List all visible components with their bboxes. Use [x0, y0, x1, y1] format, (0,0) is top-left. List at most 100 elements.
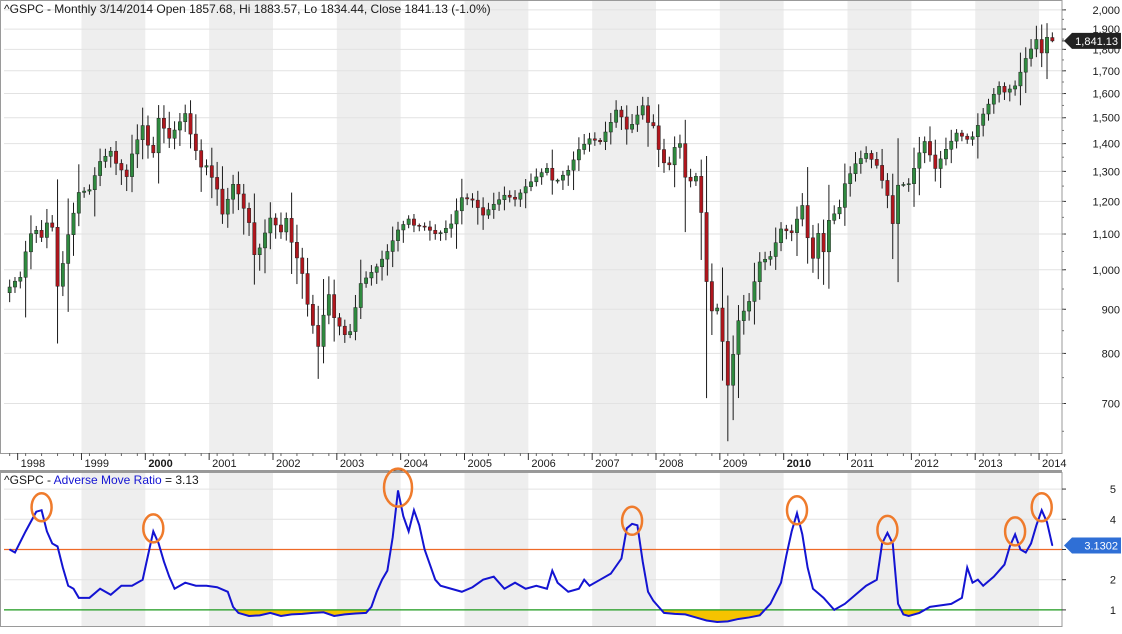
candle-body-up [130, 153, 134, 177]
candle-body-up [374, 266, 379, 273]
candle-body-down [124, 169, 129, 177]
indicator-point [551, 570, 553, 572]
date-axis-label: 2002 [276, 458, 300, 470]
indicator-point [844, 603, 846, 605]
candle-body-up [694, 176, 698, 182]
price-y-axis: 2,0001,9001,8001,7001,6001,5001,4001,300… [1062, 5, 1120, 432]
candle-body-down [821, 233, 826, 253]
candle-body-down [465, 197, 470, 200]
candle-body-down [1002, 86, 1007, 93]
indicator-point [386, 570, 388, 572]
indicator-name: Adverse Move Ratio [53, 473, 162, 487]
candle-body-up [752, 281, 757, 302]
candle-body-up [459, 197, 464, 212]
candle-body-up [523, 186, 528, 194]
indicator-point [482, 579, 484, 581]
candle-body-up [986, 103, 991, 115]
candle-body-up [183, 113, 188, 123]
indicator-point [110, 594, 112, 596]
candle-body-down [709, 281, 714, 312]
indicator-point [25, 530, 27, 532]
indicator-point [237, 612, 240, 614]
date-axis-label: 2006 [531, 458, 555, 470]
candle-body-up [678, 143, 682, 148]
candle-body-up [576, 149, 581, 161]
indicator-point [1003, 563, 1006, 566]
candle-body-down [433, 230, 438, 234]
candle-body-down [247, 208, 251, 223]
candle-body-down [241, 193, 246, 209]
indicator-point [631, 523, 633, 525]
price-y-tick-label: 1,700 [1092, 66, 1120, 78]
candle-body-up [832, 213, 837, 221]
candle-body-up [944, 149, 948, 160]
candle-body-up [827, 220, 831, 253]
candle-body-down [289, 218, 294, 243]
candle-body-up [954, 132, 959, 142]
indicator-point [556, 582, 559, 584]
indicator-point [216, 586, 218, 588]
indicator-y-tick-label: 2 [1110, 575, 1116, 587]
indicator-point [333, 615, 335, 617]
candle-body-down [295, 242, 299, 259]
indicator-point [434, 579, 436, 581]
candle-body-down [316, 325, 321, 347]
indicator-point [1035, 524, 1037, 526]
candle-body-up [44, 222, 49, 238]
candle-body-up [1034, 39, 1039, 50]
candle-body-down [933, 154, 938, 169]
peak-highlight-circle [620, 505, 644, 537]
price-panel-header: ^GSPC - Monthly 3/14/2014 Open 1857.68, … [4, 2, 491, 16]
indicator-y-tick-label: 1 [1110, 605, 1116, 617]
candle-body-up [257, 247, 262, 255]
candle-body-up [975, 125, 980, 137]
indicator-y-tick-label: 5 [1110, 484, 1116, 496]
candle-body-up [938, 158, 943, 169]
indicator-point [62, 567, 64, 569]
indicator-point [658, 606, 660, 608]
candle-body-up [773, 242, 778, 257]
date-axis-label: 2007 [595, 458, 619, 470]
indicator-point [248, 615, 250, 617]
candle-body-up [763, 258, 767, 263]
candle-body-down [624, 116, 629, 130]
indicator-point [168, 576, 170, 578]
indicator-point [376, 591, 378, 593]
indicator-point [418, 524, 420, 526]
indicator-point [280, 615, 282, 617]
year-shade-band-price [336, 0, 401, 453]
candle-body-up [529, 181, 533, 187]
candle-body-up [108, 150, 113, 157]
candle-body-up [321, 314, 326, 347]
indicator-point [546, 588, 548, 590]
date-axis-label: 1998 [21, 458, 45, 470]
indicator-point [663, 612, 665, 614]
chart-background [81, 0, 1040, 627]
indicator-point [647, 591, 649, 593]
candle-body-down [332, 294, 337, 318]
candle-body-down [683, 143, 688, 178]
indicator-point [259, 614, 261, 616]
candle-body-down [890, 195, 895, 224]
indicator-point [759, 614, 761, 616]
price-y-tick-label: 900 [1102, 304, 1120, 316]
candle-body-up [864, 153, 869, 159]
indicator-point [51, 542, 53, 545]
indicator-point [525, 588, 527, 590]
indicator-point [67, 585, 69, 587]
date-axis-label: 2000 [148, 458, 172, 470]
candle-body-up [901, 184, 906, 186]
indicator-panel-header: ^GSPC - Adverse Move Ratio = 3.13 [4, 473, 199, 487]
price-y-tick-label: 1,000 [1092, 265, 1120, 277]
candle-body-up [747, 301, 752, 312]
candle-body-down [960, 132, 964, 137]
indicator-point [993, 576, 995, 578]
candle-body-up [800, 205, 805, 220]
indicator-point [642, 560, 644, 563]
date-axis-label: 2013 [978, 458, 1002, 470]
below-one-fill [235, 609, 925, 622]
indicator-point [72, 588, 75, 590]
indicator-point [695, 616, 697, 619]
